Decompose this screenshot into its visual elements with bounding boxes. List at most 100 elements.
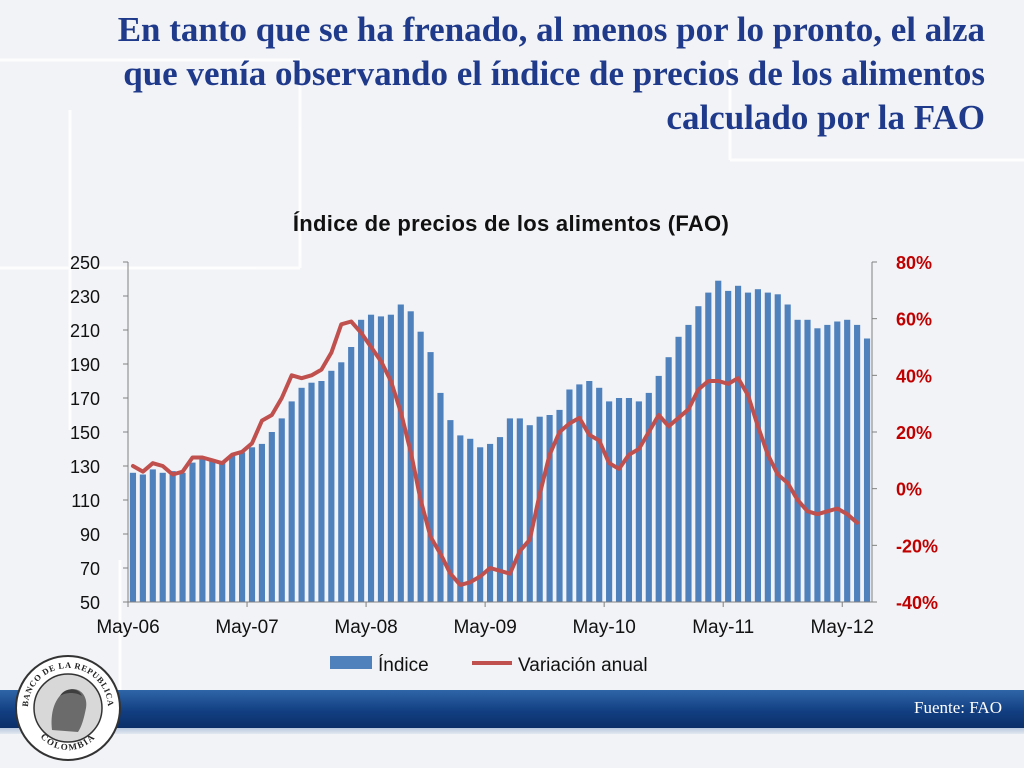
bar: [159, 472, 166, 602]
left-tick-label: 230: [70, 287, 100, 307]
bar: [258, 443, 265, 602]
bar: [308, 382, 315, 602]
bar: [377, 316, 385, 602]
left-tick-label: 70: [80, 559, 100, 579]
x-tick-label: May-06: [96, 617, 159, 638]
footer-bar: Fuente: FAO: [0, 690, 1024, 734]
bar: [556, 409, 563, 602]
bank-seal-logo: BANCO DE LA REPUBLICA COLOMBIA: [15, 655, 121, 761]
left-tick-label: 170: [70, 389, 100, 409]
bar: [705, 292, 712, 602]
bar: [645, 392, 652, 602]
x-tick-label: May-12: [811, 617, 874, 638]
bar: [695, 306, 702, 602]
right-tick-label: 40%: [896, 366, 932, 386]
bar: [824, 324, 831, 602]
x-tick-label: May-08: [334, 617, 397, 638]
bar: [814, 328, 821, 602]
bar: [457, 435, 464, 602]
legend-label-line: Variación anual: [518, 655, 648, 676]
x-tick-label: May-11: [692, 617, 754, 638]
right-tick-label: 0%: [896, 480, 922, 500]
bar: [754, 289, 761, 602]
bar: [863, 338, 871, 602]
bar: [437, 392, 444, 602]
bar: [744, 292, 752, 602]
bar: [129, 472, 137, 602]
slide-title: En tanto que se ha frenado, al menos por…: [117, 10, 985, 137]
bar: [685, 324, 692, 602]
right-tick-label: 60%: [896, 310, 932, 330]
x-tick-label: May-07: [215, 617, 278, 638]
left-tick-label: 210: [70, 321, 100, 341]
bar: [298, 387, 305, 602]
left-tick-label: 50: [80, 593, 100, 613]
bar: [268, 432, 275, 602]
bar: [477, 447, 484, 602]
bar: [635, 401, 642, 602]
bar: [784, 304, 791, 602]
bar: [219, 460, 226, 602]
legend-swatch-bars: [330, 656, 372, 669]
bar: [675, 336, 682, 602]
bar: [844, 319, 851, 602]
bar: [576, 384, 583, 602]
bar: [725, 290, 732, 602]
bar: [506, 418, 513, 602]
bar: [665, 357, 672, 602]
bar: [615, 398, 623, 602]
right-tick-label: -40%: [896, 593, 938, 613]
bar: [328, 370, 335, 602]
bar: [516, 418, 523, 602]
bar: [596, 387, 603, 602]
bar: [735, 285, 742, 602]
bar: [655, 375, 662, 602]
left-tick-label: 250: [70, 253, 100, 273]
x-tick-label: May-09: [453, 617, 516, 638]
bar: [248, 447, 256, 602]
bar: [169, 471, 176, 602]
bar: [427, 352, 434, 602]
source-note: Fuente: FAO: [914, 698, 1002, 717]
right-tick-label: 80%: [896, 253, 932, 273]
left-tick-label: 90: [80, 525, 100, 545]
bar: [338, 362, 345, 602]
bar: [804, 319, 811, 602]
x-tick-label: May-10: [572, 617, 635, 638]
bar: [715, 280, 722, 602]
bar: [606, 401, 613, 602]
left-tick-label: 150: [70, 423, 100, 443]
bar: [625, 398, 633, 602]
bar: [496, 437, 504, 602]
bar: [397, 304, 404, 602]
bar: [487, 443, 494, 602]
right-tick-label: 20%: [896, 423, 932, 443]
left-tick-label: 130: [70, 457, 100, 477]
bar: [834, 321, 841, 602]
bar: [358, 319, 365, 602]
chart-title: Índice de precios de los alimentos (FAO): [292, 211, 730, 236]
bar: [348, 347, 355, 602]
bar: [447, 420, 454, 602]
left-tick-label: 110: [71, 491, 100, 511]
bar: [526, 425, 533, 602]
bar: [239, 452, 246, 602]
legend-label-bars: Índice: [378, 655, 429, 676]
bar: [199, 457, 206, 602]
bar: [209, 459, 216, 602]
bar: [278, 418, 285, 602]
bar: [387, 314, 394, 602]
bar: [586, 381, 593, 602]
bar: [417, 331, 424, 602]
bar: [288, 401, 295, 602]
bar: [367, 314, 375, 602]
bar: [774, 294, 781, 602]
bar: [229, 455, 236, 602]
bar: [149, 469, 156, 602]
bar: [794, 319, 801, 602]
bar: [179, 472, 186, 602]
line-series: [130, 319, 860, 587]
left-tick-label: 190: [70, 355, 100, 375]
bar: [189, 462, 196, 602]
